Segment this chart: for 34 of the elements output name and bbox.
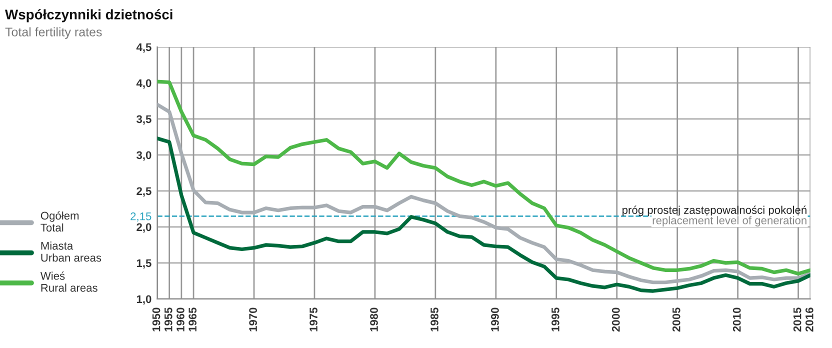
line-series [157, 136, 810, 293]
x-tick-label: 2005 [672, 308, 680, 332]
x-tick-label: 1980 [370, 308, 378, 332]
y-tick-label: 2,5 [136, 187, 152, 197]
x-tick-label: 1960 [176, 308, 184, 332]
line-series [157, 80, 810, 276]
annotation: replacement level of generation [652, 216, 806, 227]
x-tick-label: 1990 [491, 308, 499, 332]
x-tick-label: 1965 [188, 308, 197, 332]
text: Total fertility rates [5, 27, 102, 39]
x-tick-label: 1985 [430, 308, 438, 332]
x-tick-label: 1950 [152, 308, 160, 332]
x-tick-label: 2015 [793, 308, 802, 332]
y-tick-label: 2,15 [130, 212, 152, 222]
x-tick-label: 2016 [805, 308, 814, 332]
chart-title: Współczynniki dzietności [5, 9, 172, 22]
y-tick-label: 4,0 [136, 79, 152, 89]
x-tick-label: 2010 [732, 308, 741, 332]
legend-label: Wieś Rural areas [40, 272, 98, 292]
legend-label: Miasta Urban areas [41, 242, 102, 262]
y-tick-label: 1,0 [136, 295, 152, 305]
y-tick-label: 3,0 [136, 151, 152, 161]
y-tick-label: 3,5 [136, 115, 152, 125]
x-tick-label: 1955 [164, 308, 172, 332]
ref-line-label: próg prostej zastępowalności pokoleń [622, 206, 806, 216]
line-series [157, 102, 810, 284]
y-tick-label: 1,5 [136, 259, 152, 269]
y-tick-label: 4,5 [136, 43, 152, 53]
x-tick-label: 2000 [612, 308, 620, 332]
y-tick-label: 2,0 [136, 223, 152, 233]
x-tick-label: 1970 [249, 308, 257, 332]
x-tick-label: 1975 [310, 308, 318, 332]
x-tick-label: 1995 [551, 308, 560, 332]
legend-label: Ogółem Total [40, 211, 79, 232]
